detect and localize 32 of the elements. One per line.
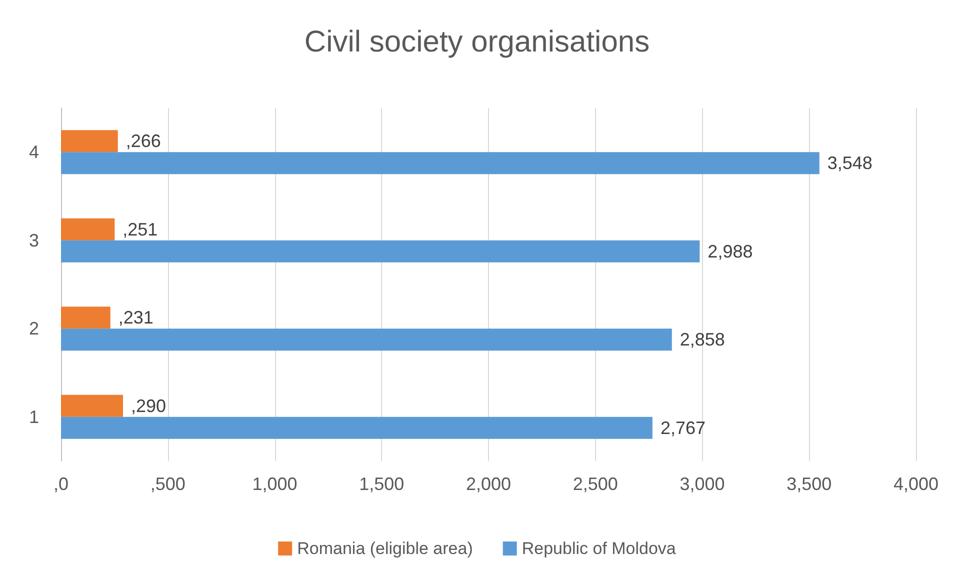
x-tick-label: ,500	[150, 474, 186, 494]
data-label: ,251	[122, 219, 158, 240]
bar	[61, 130, 118, 152]
data-label: 2,858	[680, 330, 725, 350]
data-label: 2,988	[708, 241, 753, 262]
y-tick-label: 3	[28, 230, 39, 250]
x-tick-label: 2,000	[466, 474, 512, 494]
x-tick-label: 3,500	[786, 474, 832, 494]
bar	[61, 416, 652, 439]
data-label: 3,548	[827, 153, 872, 174]
bar	[61, 152, 820, 174]
data-label: ,290	[130, 396, 166, 416]
legend-label: Republic of Moldova	[522, 539, 676, 558]
y-tick-label: 2	[28, 318, 39, 339]
y-tick-label: 1	[28, 406, 39, 427]
x-tick-label: 1,000	[252, 474, 298, 494]
bar	[61, 306, 110, 329]
x-tick-label: 1,500	[359, 474, 404, 494]
chart-title: Civil society organisations	[304, 26, 650, 58]
x-tick-label: 4,000	[893, 474, 939, 494]
y-tick-label: 4	[28, 142, 39, 162]
data-label: 2,767	[660, 418, 706, 438]
x-tick-label: ,0	[53, 474, 69, 494]
bar	[61, 240, 700, 262]
data-label: ,231	[118, 308, 154, 328]
bar	[61, 328, 672, 351]
x-tick-label: 2,500	[572, 474, 618, 494]
data-label: ,266	[126, 131, 161, 152]
x-tick-label: 3,000	[680, 474, 725, 494]
bar	[61, 218, 115, 240]
legend-label: Romania (eligible area)	[297, 539, 473, 558]
bar	[61, 394, 123, 417]
